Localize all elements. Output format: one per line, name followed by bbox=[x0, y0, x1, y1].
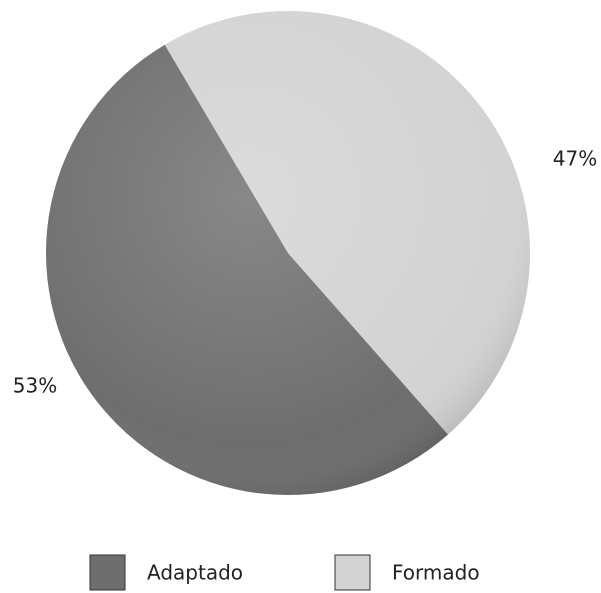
legend-label: Formado bbox=[392, 561, 480, 585]
legend-swatch bbox=[89, 554, 126, 591]
data-label: 47% bbox=[553, 147, 597, 171]
legend-label: Adaptado bbox=[147, 561, 243, 585]
legend-swatch bbox=[334, 554, 371, 591]
data-label: 53% bbox=[13, 374, 57, 398]
